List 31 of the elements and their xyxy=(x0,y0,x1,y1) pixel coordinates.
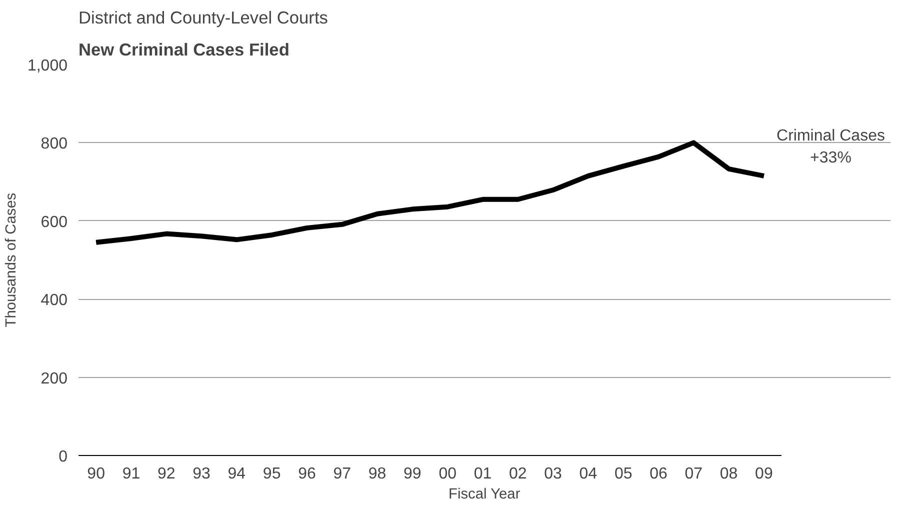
x-tick-label: 91 xyxy=(122,466,140,482)
y-tick-label: 600 xyxy=(40,214,68,231)
x-tick-label: 90 xyxy=(87,466,106,482)
x-axis-title: Fiscal Year xyxy=(448,486,520,502)
chart-subtitle: New Criminal Cases Filed xyxy=(78,40,290,60)
x-tick-label: 09 xyxy=(755,466,773,482)
x-tick-label: 01 xyxy=(474,466,492,482)
x-tick-label: 94 xyxy=(228,466,246,482)
x-tick-label: 06 xyxy=(650,466,668,482)
x-tick-label: 98 xyxy=(368,466,386,482)
annotation: Criminal Cases +33% xyxy=(776,127,885,166)
x-tick-label: 93 xyxy=(192,466,211,482)
y-tick-label: 0 xyxy=(58,448,68,466)
x-tick-label: 04 xyxy=(579,466,598,482)
x-tick-label: 00 xyxy=(438,466,457,482)
x-tick-label: 99 xyxy=(404,466,422,482)
x-tick-label: 95 xyxy=(262,466,281,482)
x-tick-label: 97 xyxy=(333,466,352,482)
x-tick-label: 03 xyxy=(544,466,562,482)
y-tick-label: 800 xyxy=(40,136,68,153)
x-tick-label: 07 xyxy=(684,466,703,482)
chart-title: District and County-Level Courts xyxy=(78,8,328,28)
x-tick-label: 96 xyxy=(298,466,316,482)
x-tick-label: 02 xyxy=(508,466,527,482)
x-tick-label: 92 xyxy=(157,466,176,482)
y-tick-label: 200 xyxy=(40,370,68,388)
y-axis-title: Thousands of Cases xyxy=(3,192,20,328)
x-tick-label: 05 xyxy=(614,466,632,482)
y-tick-label: 1,000 xyxy=(27,58,68,74)
y-tick-label: 400 xyxy=(40,292,68,310)
x-tick-label: 08 xyxy=(720,466,738,482)
